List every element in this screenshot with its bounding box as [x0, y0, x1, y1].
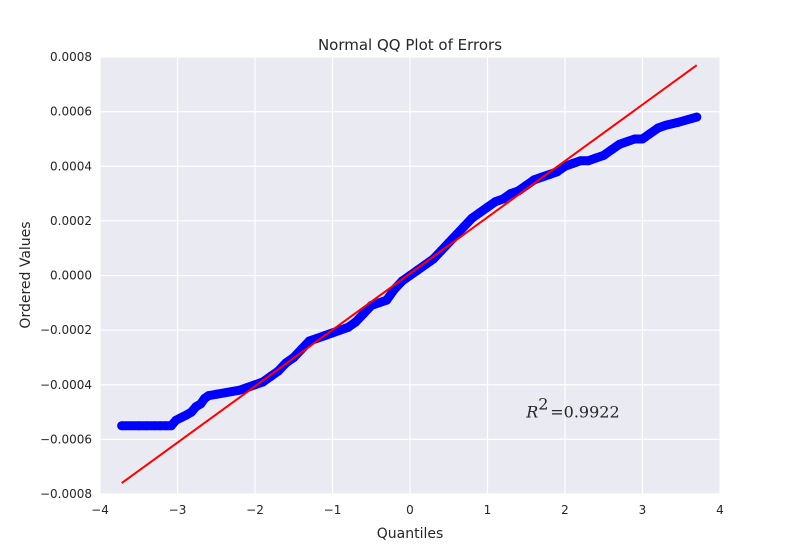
data-point	[591, 153, 601, 163]
fit-line-group	[121, 64, 698, 484]
data-point	[545, 169, 554, 179]
data-point	[374, 298, 384, 308]
data-point	[204, 391, 213, 401]
y-tick-label: −0.0006	[40, 432, 92, 446]
x-tick-label: −3	[169, 503, 187, 517]
data-point	[343, 322, 353, 332]
data-point	[428, 254, 438, 264]
data-point	[117, 421, 127, 431]
x-tick-label: 0	[406, 503, 414, 517]
data-point	[576, 156, 585, 166]
data-point	[692, 112, 702, 122]
data-point	[467, 213, 477, 223]
data-point	[498, 194, 508, 204]
data-point	[638, 134, 647, 144]
r-squared-value: =0.9922	[550, 403, 619, 422]
data-point	[211, 389, 221, 399]
data-point	[382, 295, 392, 305]
data-point	[459, 221, 469, 231]
data-point	[134, 421, 144, 431]
data-point	[351, 317, 361, 327]
data-point	[583, 156, 593, 166]
y-tick-labels: −0.0008 −0.0006 −0.0004 −0.0002 0.0000 0.0002…	[40, 50, 92, 501]
data-point	[475, 208, 485, 218]
data-point	[227, 387, 237, 397]
data-point	[653, 123, 663, 133]
y-tick-label: −0.0004	[40, 378, 92, 392]
r-squared-annotation: R 2 =0.9922	[525, 395, 619, 422]
x-tick-label: 2	[561, 503, 569, 517]
data-point	[235, 385, 244, 395]
data-point	[304, 336, 314, 346]
data-point	[142, 421, 151, 431]
data-point	[452, 230, 461, 240]
data-point	[599, 150, 609, 160]
data-points	[117, 112, 702, 431]
data-point	[490, 197, 500, 207]
r-squared-superscript: 2	[538, 395, 548, 414]
x-tick-label: −2	[246, 503, 264, 517]
x-tick-labels: −4 −3 −2 −1 0 1 2 3 4	[91, 503, 724, 517]
y-tick-label: 0.0000	[50, 269, 92, 283]
y-tick-label: 0.0004	[50, 159, 92, 173]
data-point	[552, 167, 562, 177]
data-point	[149, 421, 159, 431]
data-point	[630, 134, 640, 144]
data-point	[568, 159, 578, 169]
data-point	[622, 137, 632, 147]
data-point	[672, 118, 682, 128]
y-tick-label: 0.0002	[50, 214, 92, 228]
data-point	[661, 120, 671, 130]
data-point	[413, 265, 423, 275]
y-tick-label: −0.0002	[40, 323, 92, 337]
x-tick-label: 3	[639, 503, 647, 517]
data-point	[405, 271, 415, 280]
x-tick-label: −4	[91, 503, 109, 517]
data-point	[335, 325, 345, 335]
data-point	[614, 139, 624, 149]
chart-title: Normal QQ Plot of Errors	[318, 36, 502, 54]
data-point	[607, 145, 616, 155]
y-tick-label: 0.0006	[50, 105, 92, 119]
x-tick-label: 1	[484, 503, 492, 517]
data-point	[359, 309, 368, 319]
x-axis-label: Quantiles	[377, 526, 444, 542]
fit-line	[121, 64, 698, 484]
x-tick-label: 4	[716, 503, 724, 517]
data-point	[483, 202, 492, 212]
data-point	[560, 161, 570, 171]
data-point	[506, 189, 516, 199]
data-point	[645, 128, 655, 138]
y-axis-label: Ordered Values	[18, 221, 34, 328]
y-tick-label: 0.0008	[50, 50, 92, 64]
x-tick-label: −1	[324, 503, 342, 517]
data-point	[219, 388, 229, 398]
r-squared-symbol: R	[525, 403, 538, 422]
data-point	[421, 260, 430, 270]
y-tick-label: −0.0008	[40, 487, 92, 501]
